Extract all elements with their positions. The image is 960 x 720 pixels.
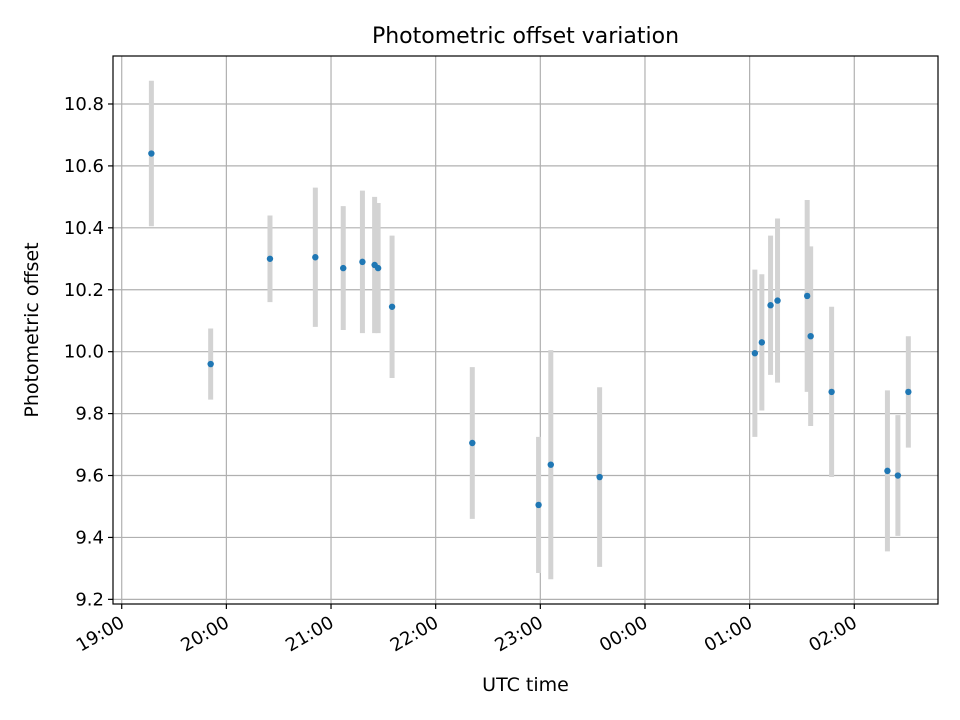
x-tick-label: 22:00 [387,612,442,656]
data-point [774,297,781,304]
data-points [148,150,912,509]
data-point [266,255,274,262]
x-tick-label: 19:00 [73,612,128,656]
x-axis-label: UTC time [482,674,569,696]
data-point [803,292,811,300]
x-tick-label: 23:00 [491,612,546,656]
x-axis-ticks: 19:00 20:00 21:00 22:00 23:00 00:00 01:00 02:00 [73,604,861,656]
data-point [905,388,912,396]
x-tick-label: 00:00 [596,612,651,656]
data-point [148,150,155,157]
y-tick-label: 9.4 [75,527,104,548]
data-point [894,472,902,479]
plot-frame [112,55,939,605]
data-point [767,302,774,309]
data-point [359,258,366,266]
y-tick-label: 9.8 [75,404,104,425]
data-point [469,439,476,447]
y-tick-label: 9.6 [75,466,104,487]
x-tick-label: 21:00 [282,612,337,656]
x-tick-label: 01:00 [701,612,756,656]
x-tick-label: 02:00 [805,612,860,656]
data-point [596,473,603,481]
data-point [547,461,554,468]
y-axis-label: Photometric offset [21,242,43,417]
error-bars [148,80,911,580]
data-point [758,339,766,346]
x-tick-label: 20:00 [177,612,232,656]
data-point [207,360,214,368]
data-point [340,264,347,272]
data-point [374,264,382,272]
data-point [388,303,396,310]
data-point [751,350,759,357]
grid-lines [113,56,938,604]
data-point [884,467,891,475]
y-tick-label: 10.8 [64,94,104,115]
y-axis-ticks: 9.2 9.4 9.6 9.8 10.0 10.2 10.4 10.6 10.8 [64,94,113,610]
y-tick-label: 10.6 [64,156,104,177]
data-point [535,501,542,509]
chart-title: Photometric offset variation [372,24,679,49]
y-tick-label: 10.2 [64,280,104,301]
y-tick-label: 9.2 [75,589,104,610]
data-point [312,254,319,261]
data-point [807,332,814,340]
y-tick-label: 10.0 [64,342,104,363]
data-point [828,388,835,396]
y-tick-label: 10.4 [64,218,104,239]
